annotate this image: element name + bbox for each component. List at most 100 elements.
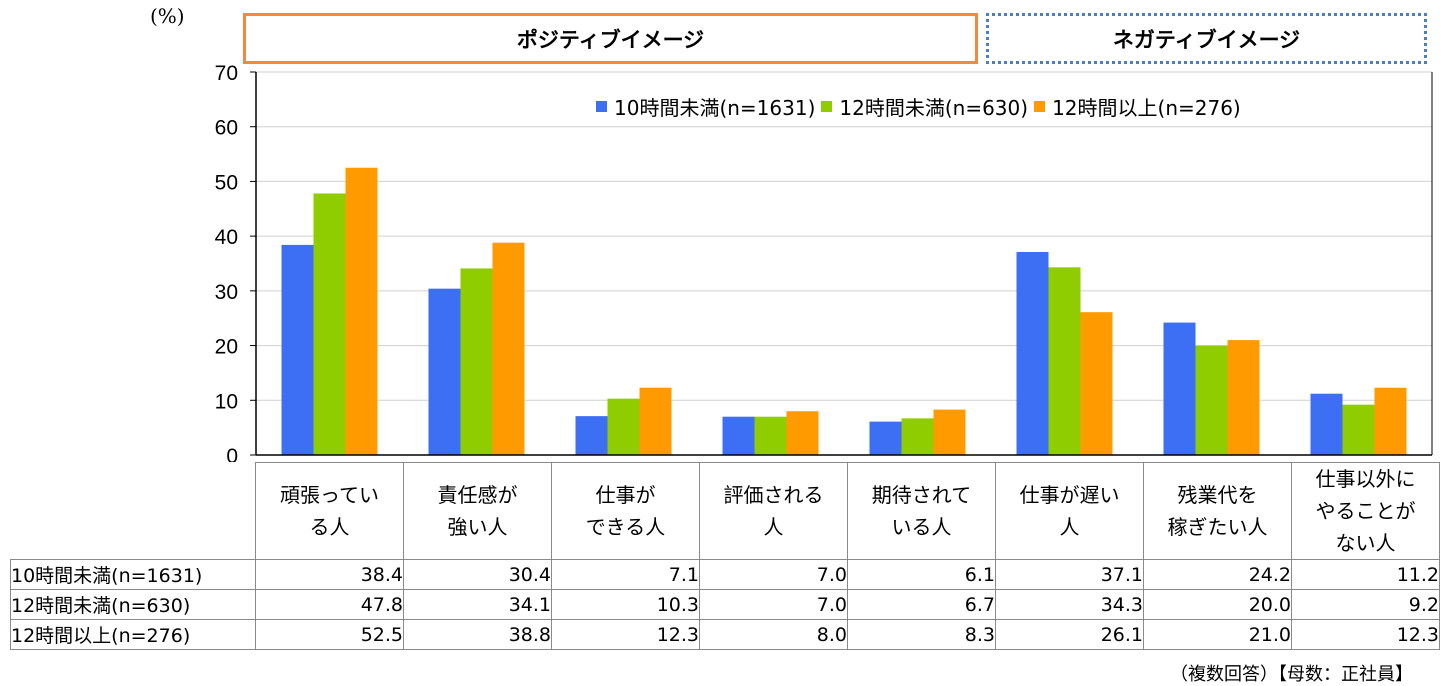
table-cell: 24.2 — [1143, 559, 1292, 590]
bar — [639, 387, 672, 455]
row-label: 12時間未満(n=630) — [10, 589, 256, 620]
bar — [575, 416, 608, 455]
y-tick-label: 70 — [215, 62, 238, 85]
table-cell: 38.4 — [255, 559, 404, 590]
bar — [1374, 387, 1407, 455]
table-cell: 47.8 — [255, 589, 404, 620]
bar — [786, 411, 819, 455]
legend-swatch-series-2 — [821, 101, 833, 112]
bar — [345, 167, 378, 455]
axes — [255, 72, 1433, 456]
table-cell: 11.2 — [1291, 559, 1440, 590]
bar — [1195, 345, 1228, 455]
table-cell: 34.3 — [995, 589, 1144, 620]
category-label-line: 仕事が — [595, 483, 656, 507]
bars — [281, 167, 1407, 456]
category-label-line: 人 — [763, 515, 784, 539]
bar — [754, 416, 787, 455]
table-cell: 38.8 — [403, 619, 552, 650]
category-header-row: 頑張ってい る人 責任感が 強い人 仕事が できる人 評価される人期待されて いる人 仕事が遅い… — [10, 462, 1440, 560]
category-label: 期待されて いる人 — [847, 462, 996, 560]
bar — [607, 398, 640, 455]
table-cell: 10.3 — [551, 589, 700, 620]
table-cell: 26.1 — [995, 619, 1144, 650]
category-label-line: 人 — [1059, 515, 1080, 539]
category-label-line: 頑張ってい — [280, 483, 379, 507]
category-label-line: 責任感が — [437, 483, 518, 507]
legend-item-series-2: 12時間未満(n=630) — [821, 92, 1028, 121]
legend: 10時間未満(n=1631) 12時間未満(n=630) 12時間以上(n=27… — [596, 92, 1247, 121]
category-label-line: できる人 — [585, 515, 666, 539]
table-corner — [10, 462, 256, 560]
bar — [1016, 252, 1049, 455]
bar — [1163, 322, 1196, 455]
table-cell: 7.0 — [699, 559, 848, 590]
table-cell: 7.0 — [699, 589, 848, 620]
bar — [281, 244, 314, 455]
table-cell: 20.0 — [1143, 589, 1292, 620]
table-cell: 8.3 — [847, 619, 996, 650]
category-label-line: 仕事以外に — [1315, 467, 1416, 491]
category-label-line: 期待されて — [871, 483, 972, 507]
bar — [460, 268, 493, 455]
bar — [1310, 393, 1343, 455]
table-row: 12時間未満(n=630) 47.8 34.1 10.3 7.0 6.7 34.3 20.0… — [10, 589, 1440, 620]
y-tick-label: 60 — [215, 117, 238, 140]
category-label: 仕事が できる人 — [551, 462, 700, 560]
y-tick-label: 30 — [215, 281, 238, 304]
table-cell: 37.1 — [995, 559, 1144, 590]
table-cell: 12.3 — [551, 619, 700, 650]
table-cell: 21.0 — [1143, 619, 1292, 650]
bar — [722, 416, 755, 455]
legend-label-series-3: 12時間以上(n=276) — [1052, 96, 1241, 120]
row-label: 10時間未満(n=1631) — [10, 559, 256, 590]
category-label: 頑張ってい る人 — [255, 462, 404, 560]
bar-chart: 0 10 20 30 40 50 60 70 — [215, 62, 1433, 462]
category-label-line: 残業代を — [1177, 483, 1258, 507]
y-tick-label: 40 — [215, 226, 238, 249]
legend-label-series-1: 10時間未満(n=1631) — [614, 96, 816, 120]
table-cell: 9.2 — [1291, 589, 1440, 620]
category-label-line: 強い人 — [447, 515, 508, 539]
bar — [428, 288, 461, 455]
category-label-line: いる人 — [891, 515, 952, 539]
table-row: 10時間未満(n=1631) 38.4 30.4 7.1 7.0 6.1 37.1 24.2… — [10, 559, 1440, 590]
legend-item-series-3: 12時間以上(n=276) — [1034, 92, 1241, 121]
footnote: （複数回答）【母数：正社員】 — [1170, 664, 1413, 685]
table-cell: 6.7 — [847, 589, 996, 620]
y-tick-label: 0 — [226, 445, 238, 462]
positive-image-label: ポジティブイメージ — [243, 13, 978, 64]
category-label-line: やることが — [1315, 499, 1416, 523]
table-row: 12時間以上(n=276) 52.5 38.8 12.3 8.0 8.3 26.1 21.0… — [10, 619, 1440, 650]
category-label-line: 評価される — [723, 483, 824, 507]
table-cell: 6.1 — [847, 559, 996, 590]
legend-swatch-series-1 — [596, 101, 607, 112]
negative-image-label: ネガティブイメージ — [986, 13, 1427, 64]
y-axis-ticks: 0 10 20 30 40 50 60 70 — [215, 62, 256, 462]
category-label-line: る人 — [309, 515, 350, 539]
table-cell: 7.1 — [551, 559, 700, 590]
legend-swatch-series-3 — [1034, 101, 1046, 112]
bar — [869, 421, 902, 455]
table-cell: 34.1 — [403, 589, 552, 620]
table-cell: 12.3 — [1291, 619, 1440, 650]
bar — [313, 193, 346, 456]
category-label-line: 仕事が遅い — [1019, 483, 1120, 507]
bar — [1342, 404, 1375, 455]
table-cell: 8.0 — [699, 619, 848, 650]
y-tick-label: 20 — [215, 336, 238, 359]
y-axis-unit: (%) — [150, 4, 185, 28]
category-label-line: 稼ぎたい人 — [1167, 515, 1268, 539]
legend-label-series-2: 12時間未満(n=630) — [839, 96, 1029, 120]
bar — [901, 418, 934, 455]
row-label: 12時間以上(n=276) — [10, 619, 256, 650]
bar — [1227, 340, 1260, 455]
bar — [1048, 267, 1081, 455]
category-label: 仕事が遅い人 — [995, 462, 1144, 560]
category-label: 責任感が 強い人 — [403, 462, 552, 560]
category-label-line: ない人 — [1335, 531, 1396, 555]
bar — [933, 409, 966, 455]
y-tick-label: 10 — [215, 390, 238, 413]
category-label: 評価される人 — [699, 462, 848, 560]
y-tick-label: 50 — [215, 171, 238, 194]
